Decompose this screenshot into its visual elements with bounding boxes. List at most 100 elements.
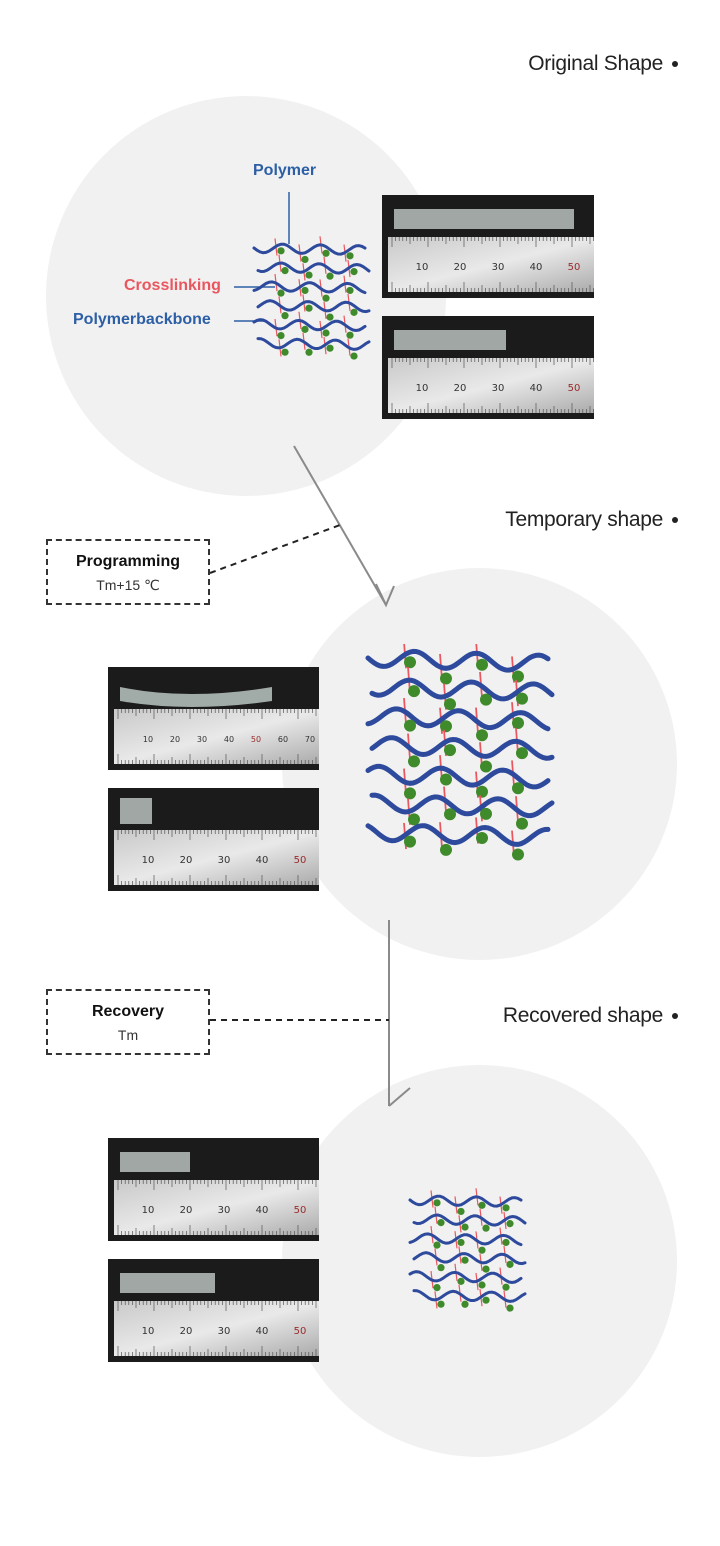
crosslink-node <box>433 1241 441 1249</box>
ruler-tick-label: 50 <box>294 1205 307 1216</box>
polymer-backbone-chain <box>365 763 551 790</box>
ruler-tick-label: 50 <box>568 383 581 394</box>
bullet-dot <box>672 61 678 68</box>
crosslink-node <box>480 693 492 706</box>
programming-dashed-leader <box>209 524 341 574</box>
polymer-backbone-chain <box>369 792 555 819</box>
ruler-tick-label: 20 <box>180 1205 193 1216</box>
recovery-title: Recovery <box>91 1003 165 1020</box>
crosslink-node <box>404 656 416 669</box>
crosslink-node <box>433 1199 441 1207</box>
crosslink-node <box>281 312 289 320</box>
ruler-tick-label: 40 <box>256 855 269 866</box>
polymer-backbone-chain <box>408 1232 523 1247</box>
steel-ruler <box>114 1180 319 1235</box>
steel-ruler <box>114 830 319 885</box>
crosslink-node <box>478 1201 486 1209</box>
programming-condition: Tm+15 ℃ <box>96 577 160 593</box>
crosslink-node <box>512 716 524 729</box>
crosslink-node <box>457 1238 465 1247</box>
polymer-backbone-chain <box>252 242 367 256</box>
crosslink-node <box>480 760 492 773</box>
crosslink-node <box>440 672 452 685</box>
crosslink-node <box>350 268 358 276</box>
crosslink-node <box>281 348 289 356</box>
temporary-sample-photo-1: 10 20 30 40 50 60 70 <box>108 667 319 770</box>
crosslink-node <box>301 325 309 333</box>
ruler-tick-label: 10 <box>143 735 153 744</box>
crosslink-node <box>476 729 488 742</box>
crosslink-node <box>408 813 420 826</box>
original-sample-photo-1: 10 20 30 40 50 <box>382 195 594 298</box>
original-shape-title: Original Shape <box>528 52 678 76</box>
sample-strip <box>120 1273 215 1293</box>
recovery-condition: Tm <box>117 1027 139 1043</box>
crosslink-node <box>476 831 488 844</box>
programming-arrow-line <box>293 445 387 606</box>
crosslink-node <box>281 267 289 275</box>
crosslink-node <box>346 286 354 295</box>
crosslink-node <box>350 308 358 316</box>
crosslink-node <box>277 331 285 340</box>
sample-strip <box>120 798 152 824</box>
ruler-tick-label: 20 <box>170 735 180 744</box>
crosslink-node <box>437 1219 445 1227</box>
crosslink-node <box>502 1283 510 1291</box>
ruler-tick-label: 10 <box>416 383 429 394</box>
crosslink-node <box>506 1260 514 1268</box>
sample-strip <box>120 687 272 707</box>
crosslink-node <box>346 252 354 260</box>
crosslink-node <box>437 1300 445 1308</box>
crosslink-node <box>516 692 528 705</box>
polymer-backbone-chain <box>408 1194 523 1208</box>
ruler-tick-label: 20 <box>180 855 193 866</box>
crosslink-node <box>482 1265 490 1273</box>
ruler-tick-label: 10 <box>416 262 429 273</box>
crosslink-node <box>350 352 358 360</box>
crosslink-node <box>305 271 313 279</box>
polymer-backbone-chain <box>369 735 555 761</box>
crosslink-node <box>301 255 309 264</box>
crosslink-node <box>440 773 452 786</box>
crosslink-node <box>277 289 285 297</box>
polymer-backbone-chain <box>408 1270 523 1285</box>
polymer-label: Polymer <box>253 162 317 179</box>
crosslink-node <box>444 744 456 757</box>
crosslink-node <box>437 1264 445 1272</box>
sample-strip <box>394 209 574 229</box>
crosslink-node <box>326 272 334 280</box>
crosslink-node <box>476 658 488 671</box>
polymer-backbone-chain <box>256 261 371 275</box>
bullet-dot <box>672 517 678 524</box>
crosslink-node <box>440 843 452 856</box>
crosslink-node <box>506 1220 514 1228</box>
polymer-backbone-chain <box>252 318 367 333</box>
ruler-tick-label: 50 <box>568 262 581 273</box>
crosslink-node <box>322 329 330 337</box>
polymer-backbone-chain <box>256 299 371 314</box>
ruler-tick-label: 30 <box>218 1205 231 1216</box>
polymer-backbone-chain <box>412 1251 527 1266</box>
recovery-arrowhead <box>388 1087 411 1107</box>
ruler-tick-label: 20 <box>454 383 467 394</box>
crosslink-node <box>502 1238 510 1247</box>
temporary-polymer-network <box>362 644 572 874</box>
ruler-tick-label: 30 <box>492 262 505 273</box>
polymer-backbone-chain <box>365 706 551 732</box>
sample-strip <box>394 330 506 350</box>
crosslink-node <box>326 344 334 352</box>
sample-strip <box>120 1152 190 1172</box>
crosslink-node <box>433 1283 441 1292</box>
polymer-backbone-chain <box>256 337 371 351</box>
polymer-backbone-chain <box>365 648 551 673</box>
steel-ruler <box>114 1301 319 1356</box>
crosslink-node <box>512 670 524 683</box>
crosslink-node <box>478 1246 486 1254</box>
crosslink-node <box>408 685 420 698</box>
crosslink-node <box>457 1207 465 1216</box>
original-polymer-network <box>248 234 378 374</box>
crosslink-node <box>482 1224 490 1232</box>
ruler-tick-label: 50 <box>251 735 261 744</box>
bullet-dot <box>672 1013 678 1020</box>
